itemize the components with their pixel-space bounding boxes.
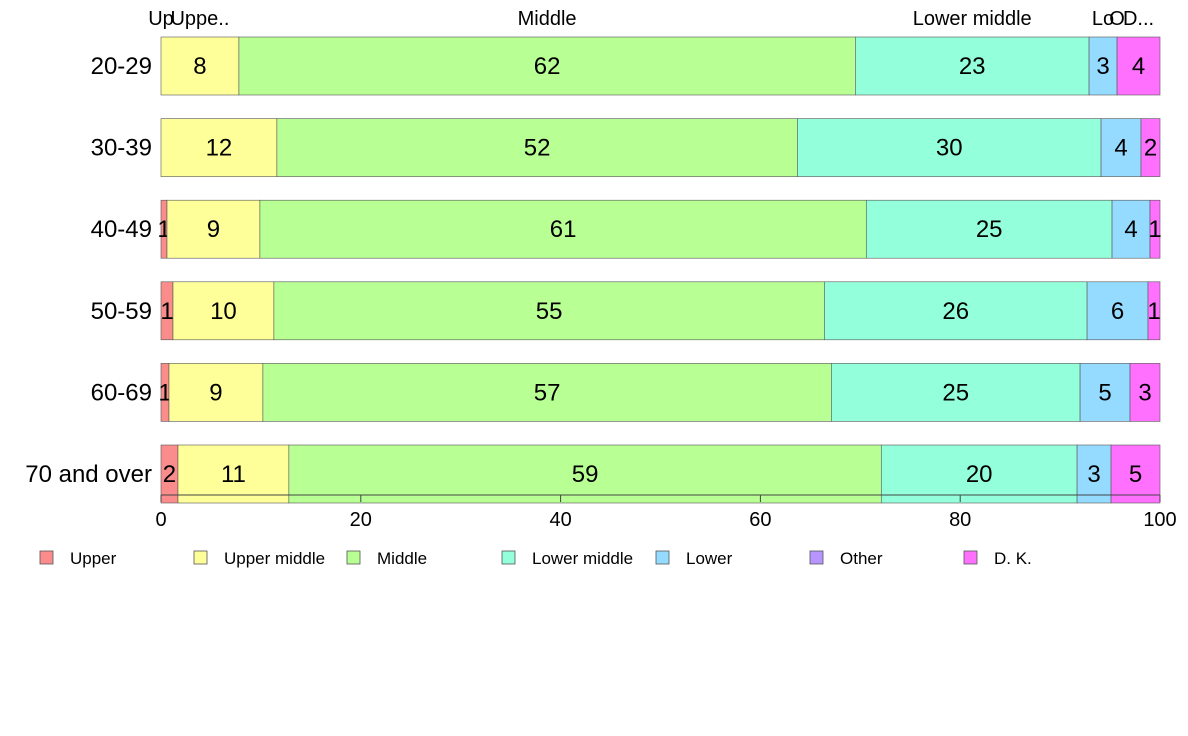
legend-swatch-other — [809, 550, 824, 565]
legend-label-upper: Upper — [70, 549, 117, 568]
legend-swatch-upper-middle — [193, 550, 208, 565]
x-tick-label-0: 0 — [155, 509, 166, 531]
bar-segment-20-29-middle — [238, 36, 856, 96]
legend-label-lower-middle: Lower middle — [532, 549, 633, 568]
data-label-40-49-lower-middle: 25 — [976, 216, 1003, 243]
x-tick-label-40: 40 — [549, 509, 571, 531]
bar-segment-30-39-middle — [276, 118, 798, 177]
data-label-60-69-upper-middle: 9 — [209, 379, 222, 406]
legend-label-upper-middle: Upper middle — [224, 549, 325, 568]
category-label-40-49: 40-49 — [91, 216, 152, 243]
data-label-50-59-upper: 1 — [160, 298, 173, 325]
x-tick-label-100: 100 — [1143, 509, 1176, 531]
category-label-70-and-over: 70 and over — [25, 461, 152, 488]
bar-segment-50-59-middle — [273, 281, 825, 341]
data-label-50-59-upper-middle: 10 — [210, 298, 237, 325]
bar-segment-70-and-over-lower — [1076, 444, 1112, 504]
data-label-60-69-lower: 5 — [1098, 379, 1111, 406]
bar-segment-40-49-lower-middle — [865, 199, 1113, 259]
data-label-60-69-upper: 1 — [158, 379, 171, 406]
segment-header-middle: Middle — [518, 8, 577, 30]
category-label-30-39: 30-39 — [91, 135, 152, 162]
legend-label-lower: Lower — [686, 549, 733, 568]
data-label-70-and-over-lower: 3 — [1087, 461, 1100, 488]
segment-header-upper: Up — [148, 8, 174, 30]
bar-segment-60-69-d-k — [1129, 363, 1161, 422]
bar-segment-60-69-lower — [1079, 363, 1131, 422]
bar-segment-50-59-lower-middle — [824, 281, 1088, 341]
data-label-50-59-lower-middle: 26 — [942, 298, 969, 325]
x-tick-label-60: 60 — [749, 509, 771, 531]
data-label-50-59-lower: 6 — [1111, 298, 1124, 325]
data-label-40-49-lower: 4 — [1124, 216, 1137, 243]
bars-group: 8 62 23 3 412 52 30 4 21 9 61 25 4 11 10 55 26 6 11 9 57 25 5 3… — [157, 36, 1162, 504]
segment-header-upper-middle: Uppe.. — [170, 8, 229, 30]
data-label-20-29-lower: 3 — [1096, 53, 1109, 80]
data-label-60-69-middle: 57 — [534, 379, 561, 406]
legend-swatch-upper — [39, 550, 54, 565]
data-label-20-29-d-k: 4 — [1132, 53, 1145, 80]
segment-header-lower-middle: Lower middle — [913, 8, 1032, 30]
x-tick-label-20: 20 — [350, 509, 372, 531]
data-label-40-49-upper-middle: 9 — [207, 216, 220, 243]
data-label-70-and-over-upper: 2 — [163, 461, 176, 488]
data-label-30-39-lower: 4 — [1114, 135, 1127, 162]
segment-header-lower: Lo — [1092, 8, 1114, 30]
data-label-70-and-over-d-k: 5 — [1129, 461, 1142, 488]
bar-segment-70-and-over-lower-middle — [880, 444, 1078, 504]
legend: Upper Upper middle Middle Lower middle Lower… — [39, 549, 1032, 568]
segment-header-d-k: D... — [1123, 8, 1154, 30]
x-axis: 0 20 40 60 80 100 — [155, 494, 1177, 531]
bar-segment-20-29-d-k — [1116, 36, 1161, 96]
bar-segment-30-39-lower — [1100, 118, 1142, 177]
bar-segment-40-49-upper-middle — [166, 199, 261, 259]
data-label-30-39-middle: 52 — [524, 135, 551, 162]
category-label-60-69: 60-69 — [91, 379, 152, 406]
data-label-70-and-over-middle: 59 — [572, 461, 599, 488]
legend-label-other: Other — [840, 549, 883, 568]
bar-segment-30-39-d-k — [1140, 118, 1161, 177]
legend-swatch-d-k — [963, 550, 978, 565]
data-label-30-39-lower-middle: 30 — [936, 135, 963, 162]
bar-segment-20-29-lower — [1088, 36, 1118, 96]
data-label-50-59-middle: 55 — [536, 298, 563, 325]
x-tick-label-80: 80 — [949, 509, 971, 531]
legend-swatch-lower — [655, 550, 670, 565]
data-label-60-69-lower-middle: 25 — [942, 379, 969, 406]
bar-segment-60-69-middle — [262, 363, 832, 422]
bar-segment-70-and-over-middle — [288, 444, 882, 504]
legend-label-d-k: D. K. — [994, 549, 1032, 568]
bar-segment-50-59-d-k — [1147, 281, 1161, 341]
bar-segment-20-29-lower-middle — [855, 36, 1090, 96]
data-label-50-59-d-k: 1 — [1147, 298, 1160, 325]
data-label-70-and-over-upper-middle: 11 — [221, 461, 246, 488]
bar-segment-60-69-upper-middle — [168, 363, 264, 422]
category-label-20-29: 20-29 — [91, 53, 152, 80]
data-label-30-39-upper-middle: 12 — [206, 135, 233, 162]
data-label-40-49-middle: 61 — [550, 216, 577, 243]
bar-segment-40-49-d-k — [1149, 199, 1161, 259]
segment-header-other: O — [1109, 8, 1125, 30]
data-label-20-29-upper-middle: 8 — [193, 53, 206, 80]
bar-segment-40-49-lower — [1111, 199, 1151, 259]
bar-segment-40-49-middle — [259, 199, 867, 259]
data-label-30-39-d-k: 2 — [1144, 135, 1157, 162]
bar-segment-70-and-over-upper-middle — [177, 444, 290, 504]
data-label-20-29-lower-middle: 23 — [959, 53, 986, 80]
data-label-60-69-d-k: 3 — [1138, 379, 1151, 406]
data-label-20-29-middle: 62 — [534, 53, 561, 80]
bar-segment-60-69-lower-middle — [831, 363, 1081, 422]
bar-segment-70-and-over-d-k — [1110, 444, 1161, 504]
data-label-40-49-d-k: 1 — [1148, 216, 1161, 243]
category-labels: 20-29 30-39 40-49 50-59 60-69 70 and over — [25, 53, 152, 488]
legend-swatch-lower-middle — [501, 550, 516, 565]
legend-label-middle: Middle — [377, 549, 427, 568]
bar-segment-20-29-upper-middle — [160, 36, 240, 96]
data-label-70-and-over-lower-middle: 20 — [966, 461, 993, 488]
bar-segment-30-39-upper-middle — [160, 118, 278, 177]
category-label-50-59: 50-59 — [91, 298, 152, 325]
legend-swatch-middle — [346, 550, 361, 565]
